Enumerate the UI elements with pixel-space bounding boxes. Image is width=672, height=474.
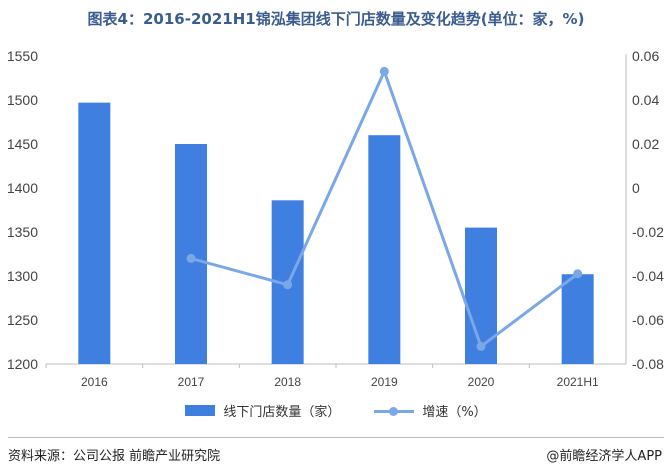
- legend-line-label: 增速（%）: [422, 405, 487, 420]
- brand-mark: @前瞻经济学人APP: [546, 449, 662, 464]
- legend-item-growth: 增速（%）: [374, 401, 487, 420]
- y-left-tick-label: 1300: [7, 268, 38, 284]
- bar-series: [78, 102, 594, 364]
- x-tick-label: 2021H1: [557, 375, 599, 389]
- legend-bar-swatch: [185, 405, 216, 416]
- growth-point-2017: [186, 253, 196, 263]
- x-tick-label: 2019: [371, 375, 398, 389]
- y-left-tick-label: 1200: [7, 356, 38, 372]
- bar-2020: [465, 227, 497, 364]
- chart-title: 图表4：2016-2021H1锦泓集团线下门店数量及变化趋势(单位：家，%): [87, 10, 585, 28]
- growth-point-2018: [283, 280, 293, 290]
- source-note: 资料来源：公司公报 前瞻产业研究院: [8, 449, 221, 464]
- y-right-tick-label: 0.04: [632, 92, 659, 108]
- y-right-tick-label: 0.02: [632, 136, 659, 152]
- x-tick-label: 2020: [468, 375, 495, 389]
- bar-2019: [368, 135, 401, 364]
- y-left-tick-label: 1400: [7, 180, 38, 196]
- growth-point-2021H1: [573, 269, 583, 279]
- axes-group: [45, 54, 627, 368]
- legend-bar-label: 线下门店数量（家）: [223, 405, 341, 420]
- y-right-tick-label: -0.02: [632, 224, 664, 240]
- legend-line-swatch: [374, 405, 415, 417]
- legend: 线下门店数量（家） 增速（%）: [0, 401, 672, 420]
- growth-point-2020: [476, 341, 486, 351]
- footer-divider: [8, 437, 664, 438]
- y-left-tick-label: 1250: [7, 312, 38, 328]
- bar-2021H1: [561, 274, 594, 364]
- bar-2016: [78, 102, 111, 364]
- y-right-tick-label: -0.04: [632, 268, 664, 284]
- y-left-tick-label: 1450: [7, 136, 38, 152]
- x-tick-label: 2017: [178, 375, 205, 389]
- y-right-tick-label: 0: [632, 180, 640, 196]
- y-left-tick-label: 1350: [7, 224, 38, 240]
- growth-point-2019: [379, 66, 389, 76]
- x-tick-label: 2016: [81, 375, 108, 389]
- legend-item-stores: 线下门店数量（家）: [185, 401, 340, 420]
- y-right-tick-label: -0.06: [632, 312, 664, 328]
- y-left-tick-label: 1550: [7, 48, 38, 64]
- y-right-tick-label: -0.08: [632, 356, 664, 372]
- line-series: [186, 66, 583, 351]
- y-right-tick-label: 0.06: [632, 48, 659, 64]
- x-tick-label: 2018: [274, 375, 301, 389]
- y-left-tick-label: 1500: [7, 92, 38, 108]
- tick-labels: 1200 1250 1300 1350 1400 1450 1500 1550 -0.08 -0.…: [7, 48, 664, 389]
